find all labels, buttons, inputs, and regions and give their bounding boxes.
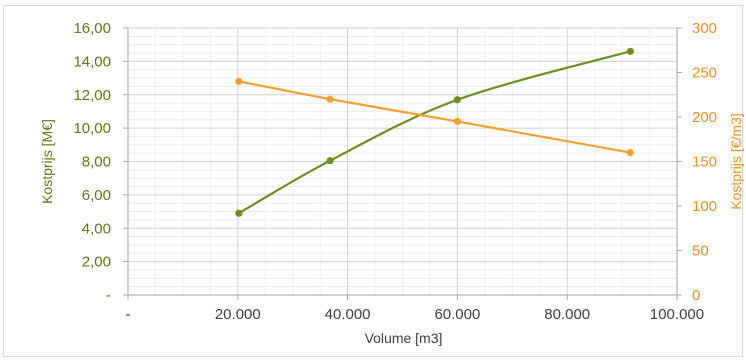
chart-frame [3, 5, 743, 357]
y-right-tick-label: 150 [692, 154, 717, 171]
x-tick-label: 20.000 [215, 306, 261, 323]
x-tick-label: 100.000 [650, 306, 704, 323]
x-axis-title: Volume [m3] [365, 330, 443, 346]
axis-labels: - 20.000 40.000 60.000 80.000 100.000 - 2,00 4,0… [39, 20, 744, 346]
y-left-tick-label: 6,00 [82, 187, 111, 204]
y-right-tick-label: 100 [692, 198, 717, 215]
y-left-tick-label: - [106, 287, 111, 304]
y-left-tick-label: 16,00 [73, 20, 111, 37]
y-right-tick-label: 50 [692, 243, 709, 260]
data-point-unit-cost [235, 77, 243, 85]
series-group [235, 47, 634, 217]
data-point-total-cost [326, 157, 334, 165]
y-right-tick-label: 300 [692, 20, 717, 37]
series-line-unit-cost [238, 80, 631, 154]
y-right-axis-title: Kostprijs [€/m3] [728, 113, 744, 209]
data-point-unit-cost [453, 117, 461, 126]
x-tick-label: 80.000 [544, 306, 590, 323]
series-line-total-cost [238, 50, 631, 215]
data-point-unit-cost [626, 149, 634, 157]
y-left-tick-label: 10,00 [73, 120, 111, 137]
x-tick-label: 60.000 [434, 306, 480, 323]
y-left-tick-label: 4,00 [82, 220, 111, 237]
x-tick-label: 40.000 [325, 306, 371, 323]
data-point-unit-cost [326, 95, 334, 103]
y-left-tick-label: 2,00 [82, 254, 111, 271]
data-point-total-cost [626, 47, 634, 55]
axes [123, 27, 682, 300]
gridlines [127, 27, 678, 296]
y-left-tick-label: 14,00 [73, 53, 111, 70]
data-point-total-cost [453, 96, 461, 104]
y-right-tick-label: 250 [692, 65, 717, 82]
data-point-total-cost [235, 209, 243, 217]
y-left-tick-label: 12,00 [73, 87, 111, 104]
y-right-tick-label: 0 [692, 287, 700, 304]
x-tick-label: - [126, 306, 131, 323]
y-left-tick-label: 8,00 [82, 154, 111, 171]
y-right-tick-label: 200 [692, 109, 717, 126]
y-left-axis-title: Kostprijs [M€] [39, 119, 55, 204]
